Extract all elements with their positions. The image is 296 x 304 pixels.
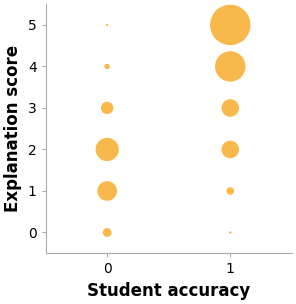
Y-axis label: Explanation score: Explanation score [4,45,22,212]
Point [228,105,233,110]
Point [105,105,110,110]
Point [228,147,233,152]
Point [105,64,110,69]
Point [105,230,110,235]
Point [228,188,233,193]
Point [105,188,110,193]
Point [228,230,233,235]
X-axis label: Student accuracy: Student accuracy [87,282,250,300]
Point [228,64,233,69]
Point [105,147,110,152]
Point [105,22,110,27]
Point [228,22,233,27]
